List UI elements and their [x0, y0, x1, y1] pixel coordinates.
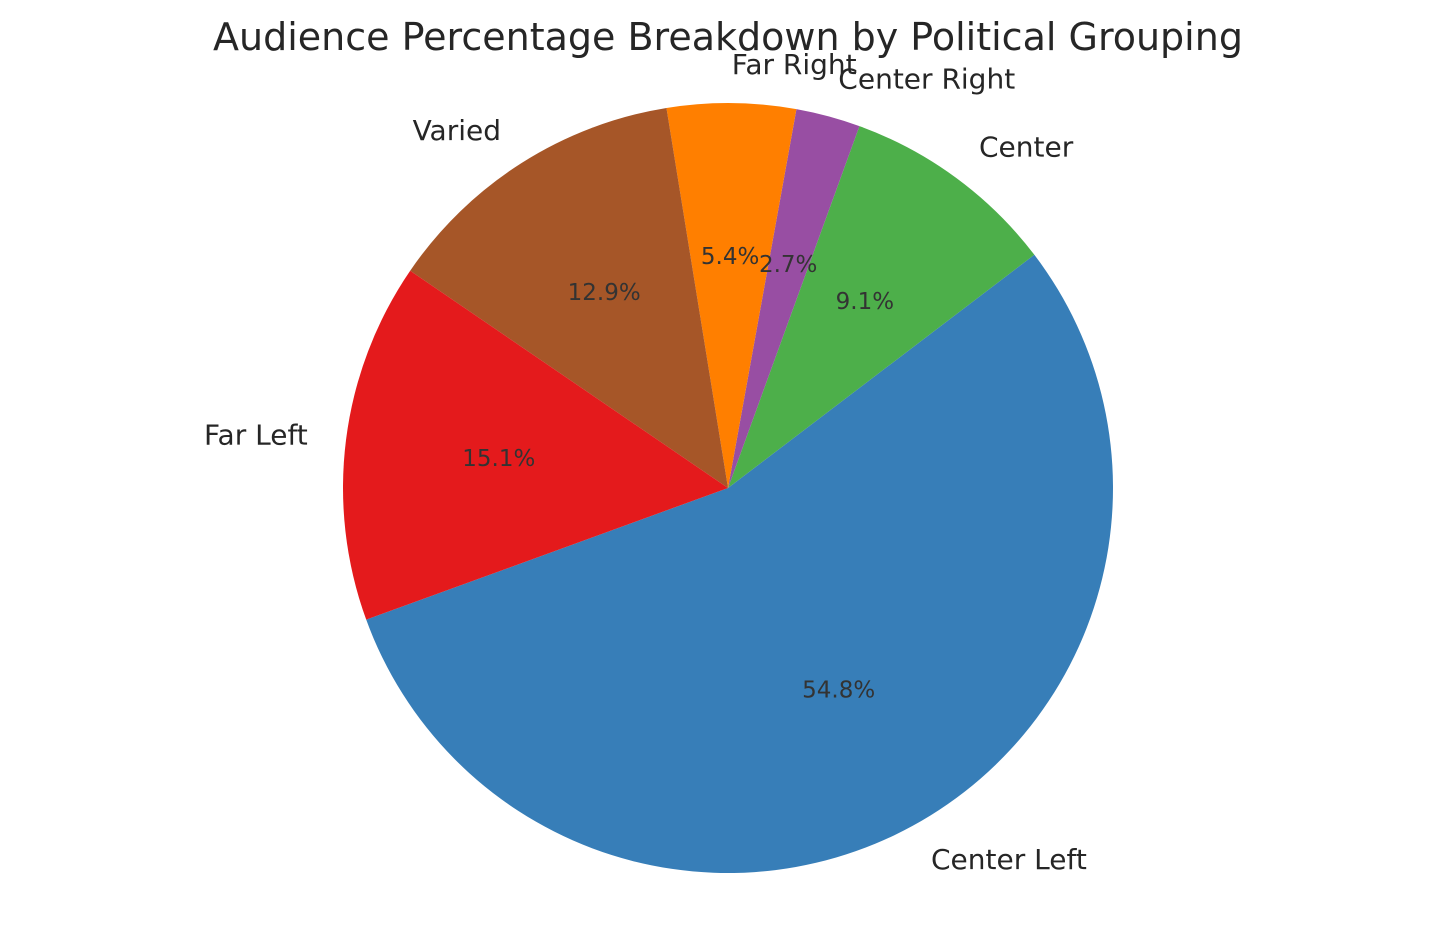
pct-label-varied: 12.9%: [568, 280, 641, 306]
slice-label-center-left: Center Left: [931, 843, 1087, 876]
pie-slice-center: [728, 126, 1035, 488]
pie-slice-far-left: [343, 270, 728, 620]
chart-title: Audience Percentage Breakdown by Politic…: [213, 15, 1243, 59]
pie-slice-varied: [410, 107, 728, 488]
pie-slices: [343, 102, 1113, 873]
pie-labels: Center Left 54.8% Center 9.1% Center Right 2.…: [204, 48, 1087, 876]
pct-label-center-right: 2.7%: [759, 252, 817, 278]
pct-label-center-left: 54.8%: [802, 678, 875, 704]
pct-label-far-right: 5.4%: [701, 244, 759, 270]
pie-slice-center-right: [728, 109, 860, 488]
pie-slice-far-right: [666, 102, 797, 489]
slice-label-far-right: Far Right: [732, 48, 857, 81]
pct-label-center: 9.1%: [836, 289, 894, 315]
slice-label-center: Center: [979, 130, 1074, 163]
slice-label-far-left: Far Left: [204, 419, 308, 452]
slice-label-center-right: Center Right: [838, 63, 1015, 96]
pct-label-far-left: 15.1%: [462, 446, 535, 472]
slice-label-varied: Varied: [413, 114, 501, 147]
pie-slice-center-left: [366, 254, 1113, 873]
